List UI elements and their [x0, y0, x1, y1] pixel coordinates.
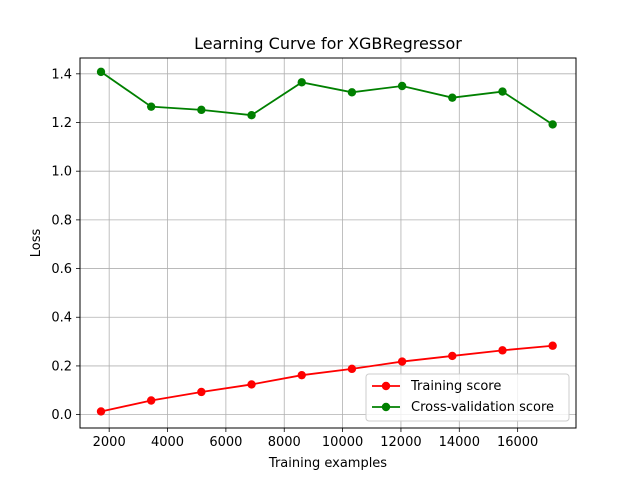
legend-training-label: Training score — [410, 379, 501, 394]
series-layer — [96, 67, 557, 416]
y-tick-label: 0.2 — [51, 359, 72, 374]
y-tick-label: 0.4 — [51, 311, 72, 326]
cv-score-point — [146, 102, 156, 111]
legend-training-marker — [381, 381, 391, 391]
cv-score-point — [197, 105, 206, 115]
plot-frame — [79, 57, 577, 429]
cv-score-point — [297, 78, 306, 87]
y-tick-label: 1.4 — [51, 67, 72, 82]
legend-box — [365, 373, 570, 422]
training-score-point — [146, 396, 156, 405]
training-score-line — [100, 344, 553, 413]
x-tick-label: 8000 — [268, 435, 301, 450]
x-tick-label: 10000 — [322, 435, 363, 450]
axes: 2000 4000 6000 8000 10000 12000 14000 16000 0.0 0… — [51, 67, 538, 450]
y-tick-label: 1.0 — [51, 165, 72, 180]
training-score-point — [548, 341, 557, 350]
y-tick-label: 1.2 — [51, 116, 72, 131]
training-score-point — [448, 351, 457, 361]
training-score-point — [498, 346, 507, 355]
x-axis-label: Training examples — [268, 456, 387, 471]
cv-score-point — [96, 67, 106, 77]
x-tick-label: 12000 — [380, 435, 421, 450]
cv-score-point — [498, 87, 507, 96]
y-axis-label: Loss — [29, 229, 44, 258]
training-score-point — [297, 370, 306, 380]
cv-score-point — [448, 93, 457, 102]
x-tick-label: 16000 — [497, 435, 538, 450]
x-tick-label: 4000 — [151, 435, 184, 450]
cv-score-point — [347, 88, 357, 97]
x-tick-label: 2000 — [93, 435, 126, 450]
y-tick-label: 0.6 — [51, 262, 72, 277]
training-score-point — [397, 357, 407, 366]
legend-cv-label: Cross-validation score — [411, 400, 554, 415]
y-tick-label: 0.0 — [51, 408, 72, 423]
training-score-point — [347, 364, 357, 374]
cv-score-line — [100, 71, 554, 126]
legend: Training score Cross-validation score — [365, 373, 570, 422]
cv-score-point — [247, 111, 256, 120]
y-tick-label: 0.8 — [51, 213, 72, 228]
grid — [80, 58, 576, 428]
chart-title: Learning Curve for XGBRegressor — [194, 34, 462, 53]
legend-cv-marker — [381, 402, 391, 412]
cv-score-point — [548, 120, 557, 129]
training-score-point — [197, 387, 206, 397]
training-score-point — [247, 380, 256, 389]
training-score-point — [96, 407, 106, 416]
x-tick-label: 14000 — [439, 435, 480, 450]
cv-score-point — [397, 81, 407, 91]
x-tick-label: 6000 — [209, 435, 242, 450]
